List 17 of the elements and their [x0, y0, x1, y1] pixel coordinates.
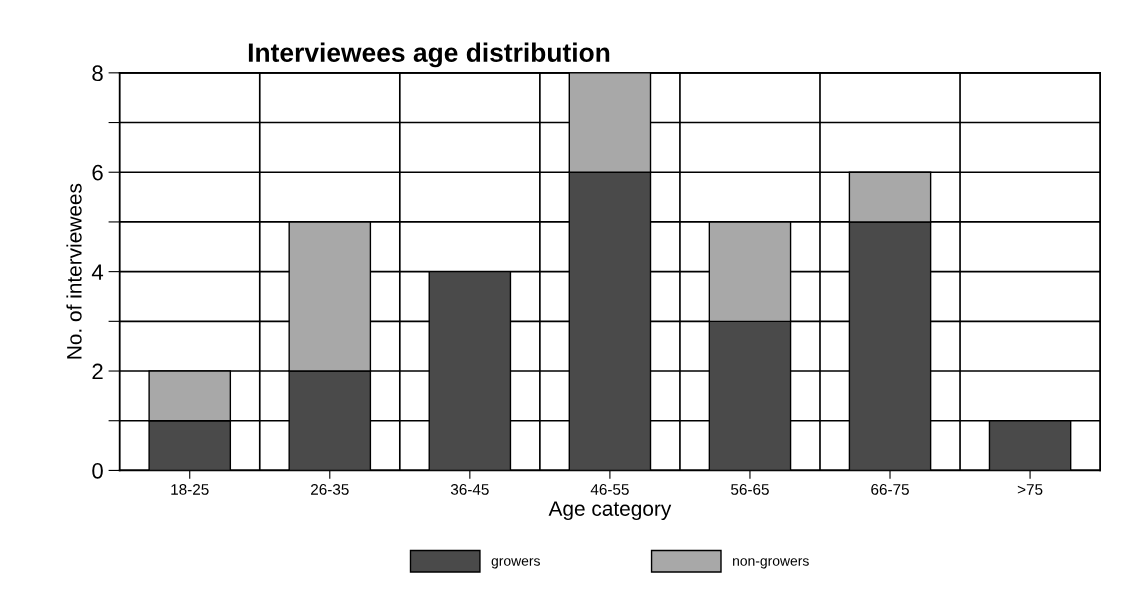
- y-tick-label: 6: [92, 164, 103, 181]
- x-tick-label: 18-25: [171, 484, 209, 495]
- chart-title: Interviewees age distribution: [248, 42, 610, 68]
- x-tick-label: 56-65: [731, 484, 769, 495]
- y-axis-title: No. of interviewees: [66, 183, 82, 359]
- y-tick-label: 2: [92, 363, 103, 380]
- x-tick-label: >75: [1017, 484, 1043, 495]
- legend-label: non-growers: [733, 558, 809, 569]
- x-axis-title: Age category: [548, 501, 672, 521]
- y-tick-label: 0: [92, 462, 103, 479]
- x-tick-label: 66-75: [871, 484, 909, 495]
- x-tick-label: 26-35: [311, 484, 349, 495]
- y-tick-label: 8: [92, 65, 103, 82]
- x-tick-label: 36-45: [450, 484, 489, 495]
- y-tick-label: 4: [91, 264, 104, 280]
- x-tick-label: 46-55: [590, 484, 629, 495]
- legend-label: growers: [491, 558, 540, 569]
